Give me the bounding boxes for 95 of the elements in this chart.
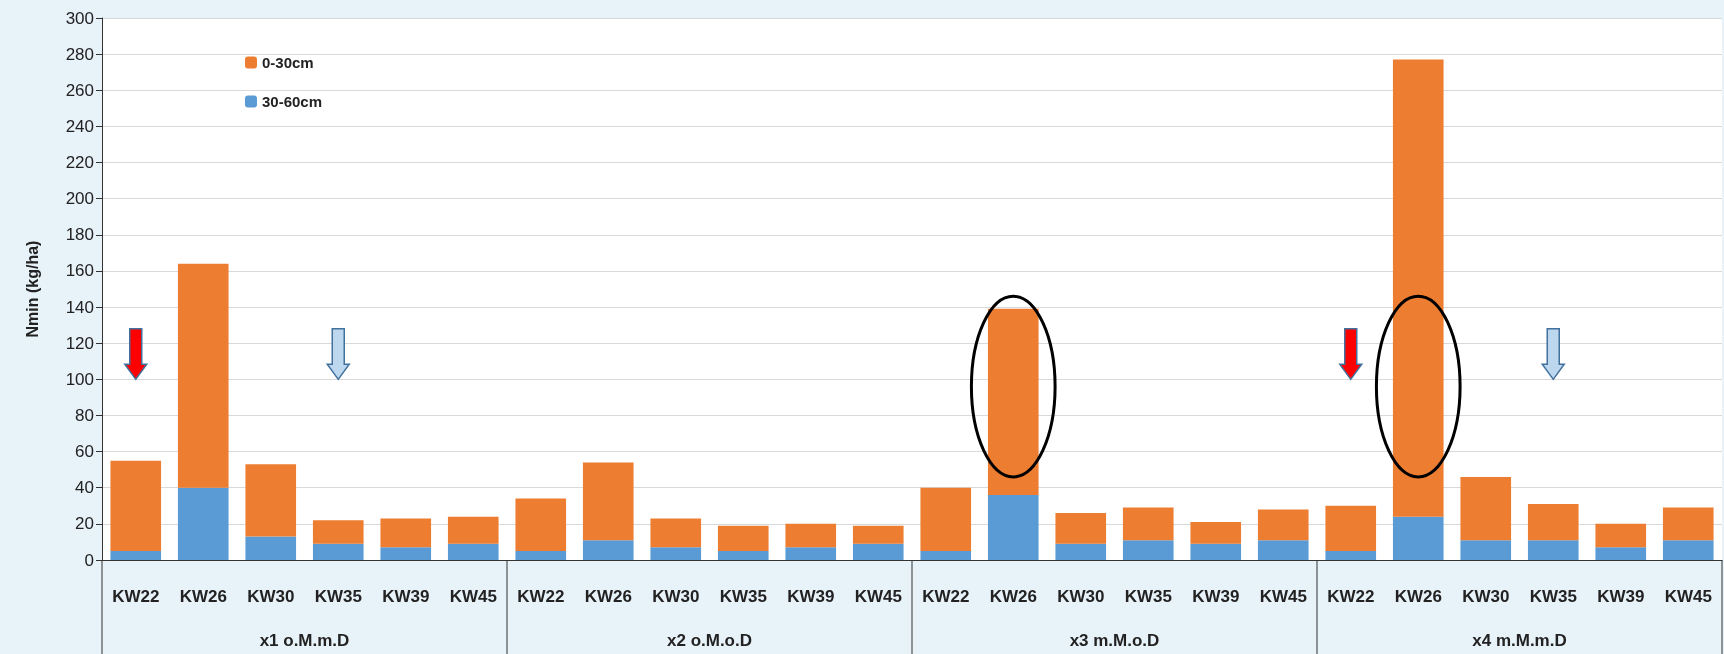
y-tick-label: 300 [65, 8, 94, 28]
bar [1122, 540, 1174, 560]
x-tick-label: KW26 [179, 587, 227, 606]
bar [1190, 543, 1242, 560]
y-axis-title: Nmin (kg/ha) [23, 240, 41, 338]
x-tick-label: KW26 [989, 587, 1037, 606]
bar [1325, 505, 1377, 551]
bar [110, 460, 162, 551]
x-tick-label: KW26 [1394, 587, 1442, 606]
x-tick-label: KW39 [382, 587, 430, 606]
x-tick-label: KW22 [517, 587, 565, 606]
text: x3 m.M.o.D [1069, 630, 1160, 650]
y-tick-label: 120 [65, 333, 94, 353]
y-tick-label: 60 [75, 442, 94, 462]
bar [1055, 543, 1107, 560]
bar [380, 518, 432, 548]
bar [1122, 507, 1174, 541]
x-tick-label: KW30 [247, 587, 295, 606]
bar [1460, 476, 1512, 541]
text: x4 m.M.m.D [1472, 630, 1567, 650]
x-tick-label: KW45 [854, 587, 902, 606]
bar [1190, 522, 1242, 544]
y-tick-label: 260 [65, 80, 94, 100]
bar [1595, 547, 1647, 560]
x-tick-label: KW39 [1192, 587, 1240, 606]
bar [380, 547, 432, 560]
x-tick-label: KW35 [719, 587, 767, 606]
x-tick-label: KW26 [584, 587, 632, 606]
bar [1325, 550, 1377, 560]
x-tick-label: KW30 [1462, 587, 1510, 606]
bar [852, 525, 904, 544]
x-tick-label: KW45 [1259, 587, 1307, 606]
y-tick-label: 280 [65, 44, 94, 64]
bar [312, 520, 364, 544]
bar [717, 550, 769, 560]
y-tick-label: 140 [65, 297, 94, 317]
y-tick-label: 40 [75, 478, 94, 498]
bar [1527, 503, 1579, 541]
y-tick-label: 100 [65, 369, 94, 389]
bar [177, 487, 229, 560]
bar [447, 516, 499, 544]
bar [177, 263, 229, 488]
bar [1662, 507, 1714, 541]
bar [1460, 540, 1512, 560]
x-tick-label: KW30 [1057, 587, 1105, 606]
bar [650, 518, 702, 548]
y-tick-label: 0 [84, 550, 94, 570]
legend-label: 30-60cm [262, 93, 323, 110]
bar [650, 547, 702, 560]
bar [515, 550, 567, 560]
bar [447, 543, 499, 560]
text: x2 o.M.o.D [666, 630, 753, 650]
x-tick-label: KW45 [449, 587, 497, 606]
bar [1527, 540, 1579, 560]
bar [987, 308, 1039, 495]
y-tick-label: 240 [65, 116, 94, 136]
bar [1055, 513, 1107, 544]
bar [1662, 540, 1714, 560]
y-tick-label: 180 [65, 225, 94, 245]
x-tick-label: KW30 [652, 587, 700, 606]
x-tick-label: KW22 [1327, 587, 1375, 606]
x-tick-label: KW35 [314, 587, 362, 606]
bar [1257, 509, 1309, 541]
bar [920, 487, 972, 551]
bar [110, 550, 162, 560]
bar [515, 498, 567, 551]
y-tick-label: 220 [65, 153, 94, 173]
bar [1257, 540, 1309, 560]
bar [785, 523, 837, 548]
bar [582, 462, 634, 541]
bar [582, 540, 634, 560]
x-tick-label: KW35 [1124, 587, 1172, 606]
y-tick-label: 80 [75, 405, 94, 425]
bar [987, 494, 1039, 560]
bar [852, 543, 904, 560]
bar [1392, 516, 1444, 560]
x-tick-label: KW45 [1664, 587, 1712, 606]
bar [717, 525, 769, 551]
bar [785, 547, 837, 560]
bar [312, 543, 364, 560]
x-tick-label: KW22 [922, 587, 970, 606]
x-tick-label: KW22 [112, 587, 160, 606]
bar [1392, 59, 1444, 517]
text: x1 o.M.m.D [259, 630, 350, 650]
bar [1595, 523, 1647, 548]
bar [245, 536, 297, 560]
y-tick-label: 160 [65, 261, 94, 281]
bar [920, 550, 972, 560]
x-tick-label: KW35 [1529, 587, 1577, 606]
legend-label: 0-30cm [262, 54, 314, 71]
y-tick-label: 200 [65, 189, 94, 209]
x-tick-label: KW39 [787, 587, 835, 606]
bar [245, 464, 297, 537]
x-tick-label: KW39 [1597, 587, 1645, 606]
y-tick-label: 20 [75, 514, 94, 534]
